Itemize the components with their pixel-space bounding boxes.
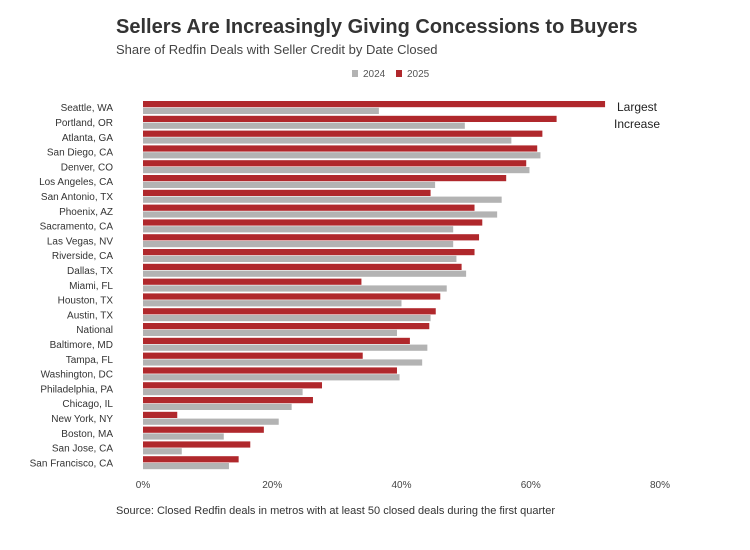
- bar-2025: [143, 352, 363, 359]
- category-label: Riverside, CA: [52, 251, 113, 262]
- category-label: Austin, TX: [67, 310, 113, 321]
- x-tick-label: 60%: [521, 480, 541, 491]
- bar-2025: [143, 278, 362, 285]
- bar-2024: [143, 374, 400, 381]
- category-label: Los Angeles, CA: [39, 177, 113, 188]
- category-label: Atlanta, GA: [62, 133, 113, 144]
- bar-2024: [143, 315, 431, 322]
- x-tick-label: 20%: [262, 480, 282, 491]
- category-label: New York, NY: [51, 414, 113, 425]
- category-label: Portland, OR: [55, 118, 113, 129]
- category-label: Phoenix, AZ: [59, 207, 113, 218]
- bar-2024: [143, 226, 454, 233]
- bar-2024: [143, 463, 229, 470]
- bar-2025: [143, 441, 251, 448]
- category-label: San Diego, CA: [47, 148, 113, 159]
- bar-2024: [143, 403, 292, 410]
- category-label: Dallas, TX: [67, 266, 113, 277]
- bar-2024: [143, 433, 224, 440]
- bar-2024: [143, 152, 541, 159]
- x-tick-label: 0%: [136, 480, 151, 491]
- category-label: Houston, TX: [58, 296, 114, 307]
- bar-2025: [143, 234, 480, 241]
- legend-label-2025: 2025: [407, 69, 430, 80]
- category-label: Tampa, FL: [66, 355, 114, 366]
- bar-2024: [143, 285, 447, 292]
- bar-2025: [143, 397, 313, 404]
- category-label: National: [76, 325, 113, 336]
- category-label: San Jose, CA: [52, 444, 113, 455]
- bar-2024: [143, 167, 530, 174]
- bar-2024: [143, 196, 502, 203]
- bar-2024: [143, 107, 379, 114]
- bar-2025: [143, 293, 441, 300]
- bar-2024: [143, 344, 428, 351]
- bar-2025: [143, 308, 436, 315]
- bar-2025: [143, 411, 178, 418]
- bar-2024: [143, 255, 457, 262]
- bar-2024: [143, 418, 279, 425]
- bar-2025: [143, 175, 507, 182]
- bar-2024: [143, 270, 467, 277]
- bar-2025: [143, 130, 543, 137]
- legend-label-2024: 2024: [363, 69, 386, 80]
- category-label: San Francisco, CA: [30, 458, 114, 469]
- annotation-text: Largest: [617, 100, 658, 114]
- bar-2024: [143, 300, 402, 307]
- bar-2025: [143, 382, 323, 389]
- category-label: Sacramento, CA: [40, 222, 114, 233]
- bar-2024: [143, 211, 498, 218]
- bar-2025: [143, 249, 475, 256]
- bar-2025: [143, 101, 606, 108]
- bar-2025: [143, 204, 475, 211]
- category-label: Miami, FL: [69, 281, 113, 292]
- bar-2024: [143, 389, 303, 396]
- category-label: Denver, CO: [61, 162, 113, 173]
- bar-2025: [143, 426, 264, 433]
- bar-2025: [143, 115, 557, 122]
- chart-source: Source: Closed Redfin deals in metros wi…: [116, 505, 556, 517]
- annotation-text: Increase: [614, 117, 660, 131]
- chart-subtitle: Share of Redfin Deals with Seller Credit…: [116, 42, 438, 57]
- bar-2025: [143, 456, 239, 463]
- bar-2025: [143, 367, 397, 374]
- bar-2025: [143, 323, 430, 330]
- category-label: Chicago, IL: [62, 399, 113, 410]
- bar-2024: [143, 329, 397, 336]
- category-label: Seattle, WA: [61, 103, 114, 114]
- bar-2024: [143, 448, 182, 455]
- category-label: Philadelphia, PA: [40, 384, 113, 395]
- bar-2025: [143, 219, 483, 226]
- category-label: Washington, DC: [41, 370, 113, 381]
- bar-2025: [143, 263, 462, 270]
- category-label: San Antonio, TX: [41, 192, 113, 203]
- x-tick-label: 80%: [650, 480, 670, 491]
- bar-2024: [143, 122, 465, 129]
- bar-2025: [143, 145, 538, 152]
- bar-2025: [143, 337, 410, 344]
- legend-swatch-2024: [352, 70, 358, 77]
- bar-2024: [143, 241, 454, 248]
- bar-2024: [143, 181, 436, 188]
- x-tick-label: 40%: [391, 480, 411, 491]
- legend-swatch-2025: [396, 70, 402, 77]
- category-label: Boston, MA: [61, 429, 113, 440]
- chart-title: Sellers Are Increasingly Giving Concessi…: [116, 16, 638, 38]
- bar-2025: [143, 160, 527, 167]
- bar-2024: [143, 359, 423, 366]
- category-label: Las Vegas, NV: [47, 236, 113, 247]
- category-label: Baltimore, MD: [50, 340, 113, 351]
- bar-2024: [143, 137, 512, 144]
- bar-2025: [143, 189, 431, 196]
